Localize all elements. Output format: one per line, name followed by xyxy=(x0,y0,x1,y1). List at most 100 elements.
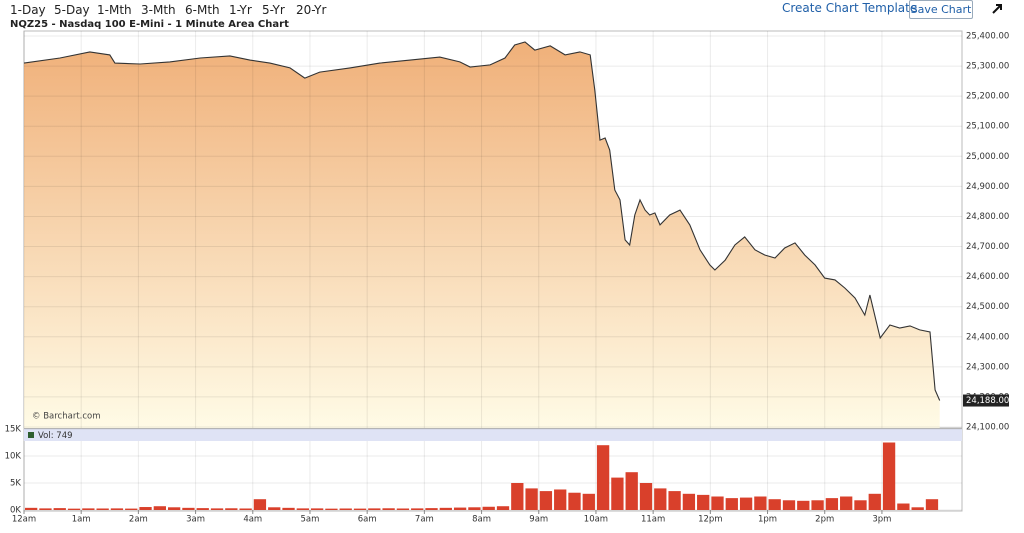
volume-bar xyxy=(697,494,710,510)
volume-bar xyxy=(382,508,395,510)
y-tick-label: 25,200.00 xyxy=(966,92,1009,102)
volume-bar xyxy=(811,500,824,510)
volume-bar xyxy=(682,493,696,510)
x-tick-label: 3am xyxy=(186,515,205,525)
volume-bar xyxy=(53,508,66,510)
volume-bar xyxy=(797,500,810,510)
volume-bar xyxy=(882,442,896,510)
x-tick-label: 9am xyxy=(529,515,548,525)
x-tick-label: 11am xyxy=(641,515,665,525)
volume-bar xyxy=(582,493,595,510)
volume-bar xyxy=(396,508,410,510)
range-button[interactable]: 20-Yr xyxy=(296,3,327,17)
volume-bar xyxy=(210,508,224,510)
volume-bar xyxy=(782,500,796,510)
volume-bar xyxy=(411,508,424,510)
volume-frame xyxy=(23,428,963,512)
volume-bar xyxy=(897,503,910,510)
volume-bar xyxy=(768,499,781,510)
volume-bar xyxy=(268,507,281,510)
volume-bar xyxy=(711,496,724,510)
volume-bar xyxy=(239,508,252,510)
price-line xyxy=(23,41,941,401)
last-price-box xyxy=(963,394,1009,407)
volume-bar xyxy=(925,499,939,510)
volume-bar xyxy=(754,496,767,510)
volume-bar xyxy=(568,492,581,510)
volume-bar xyxy=(625,472,638,510)
y-tick-label: 24,100.00 xyxy=(966,423,1009,433)
volume-bar xyxy=(310,508,324,510)
volume-bar xyxy=(911,507,924,510)
volume-bar xyxy=(639,483,653,510)
y-tick-label: 25,100.00 xyxy=(966,122,1009,132)
y-tick-label: 24,400.00 xyxy=(966,332,1009,342)
save-button[interactable]: Save Chart xyxy=(909,0,973,19)
volume-bar xyxy=(253,499,267,510)
volume-bar xyxy=(339,508,352,510)
volume-bar xyxy=(468,507,481,510)
range-button[interactable]: 1-Yr xyxy=(229,3,252,17)
y-tick-label: 24,500.00 xyxy=(966,302,1009,312)
y-tick-label: 25,000.00 xyxy=(966,152,1009,162)
price-area xyxy=(24,42,940,428)
volume-bar xyxy=(453,507,467,510)
x-tick-label: 5am xyxy=(301,515,320,525)
volume-bar xyxy=(368,508,381,510)
x-tick-label: 12am xyxy=(12,515,36,525)
volume-bar xyxy=(611,477,624,510)
y-tick-label: 24,800.00 xyxy=(966,212,1009,222)
volume-bar xyxy=(325,508,338,510)
range-button[interactable]: 5-Day xyxy=(54,3,90,17)
y-tick-label: 24,600.00 xyxy=(966,272,1009,282)
volume-bar xyxy=(425,508,438,510)
volume-header xyxy=(24,429,962,441)
watermark: © Barchart.com xyxy=(32,412,101,422)
chart-title: NQZ25 - Nasdaq 100 E-Mini - 1 Minute Are… xyxy=(10,19,289,30)
volume-bar xyxy=(525,488,538,510)
volume-bar xyxy=(725,498,738,510)
create-template-link[interactable]: Create Chart Template xyxy=(782,1,918,15)
x-tick-label: 2am xyxy=(129,515,148,525)
volume-bar xyxy=(182,507,195,510)
x-tick-label: 1am xyxy=(72,515,91,525)
volume-bar xyxy=(296,508,309,510)
volume-swatch xyxy=(28,432,34,438)
volume-bar xyxy=(496,506,510,510)
range-button[interactable]: 1-Day xyxy=(10,3,46,17)
y-tick-label: 25,400.00 xyxy=(966,32,1009,42)
y-tick-label: 24,300.00 xyxy=(966,362,1009,372)
y-tick-label: 15K xyxy=(5,425,22,435)
volume-bar xyxy=(39,508,52,510)
volume-bar xyxy=(596,445,610,510)
volume-bar xyxy=(854,500,867,510)
x-tick-label: 12pm xyxy=(698,515,723,525)
volume-bar xyxy=(654,488,667,510)
volume-bar xyxy=(67,508,81,510)
range-button[interactable]: 3-Mth xyxy=(141,3,176,17)
volume-bar xyxy=(153,506,166,510)
x-tick-label: 4am xyxy=(243,515,262,525)
volume-bar xyxy=(554,489,567,510)
y-tick-label: 24,700.00 xyxy=(966,242,1009,252)
x-tick-label: 3pm xyxy=(872,515,891,525)
x-tick-label: 7am xyxy=(415,515,434,525)
volume-bar xyxy=(739,497,753,510)
range-button[interactable]: 6-Mth xyxy=(185,3,220,17)
expand-icon[interactable] xyxy=(992,4,1002,14)
x-tick-label: 10am xyxy=(584,515,608,525)
y-tick-label: 5K xyxy=(10,479,21,489)
y-tick-label: 0K xyxy=(10,506,21,516)
volume-bar xyxy=(840,496,853,510)
volume-bar xyxy=(668,491,681,510)
volume-bar xyxy=(196,508,209,510)
range-button[interactable]: 1-Mth xyxy=(97,3,132,17)
range-button[interactable]: 5-Yr xyxy=(262,3,285,17)
y-tick-label: 24,900.00 xyxy=(966,182,1009,192)
volume-bar xyxy=(96,508,109,510)
volume-bar xyxy=(110,508,124,510)
volume-bar xyxy=(125,508,138,510)
volume-bar xyxy=(539,491,553,510)
